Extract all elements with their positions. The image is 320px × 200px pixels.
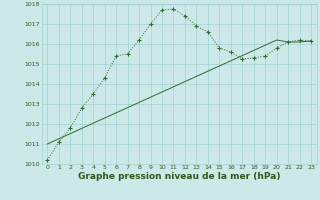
X-axis label: Graphe pression niveau de la mer (hPa): Graphe pression niveau de la mer (hPa) xyxy=(78,172,280,181)
